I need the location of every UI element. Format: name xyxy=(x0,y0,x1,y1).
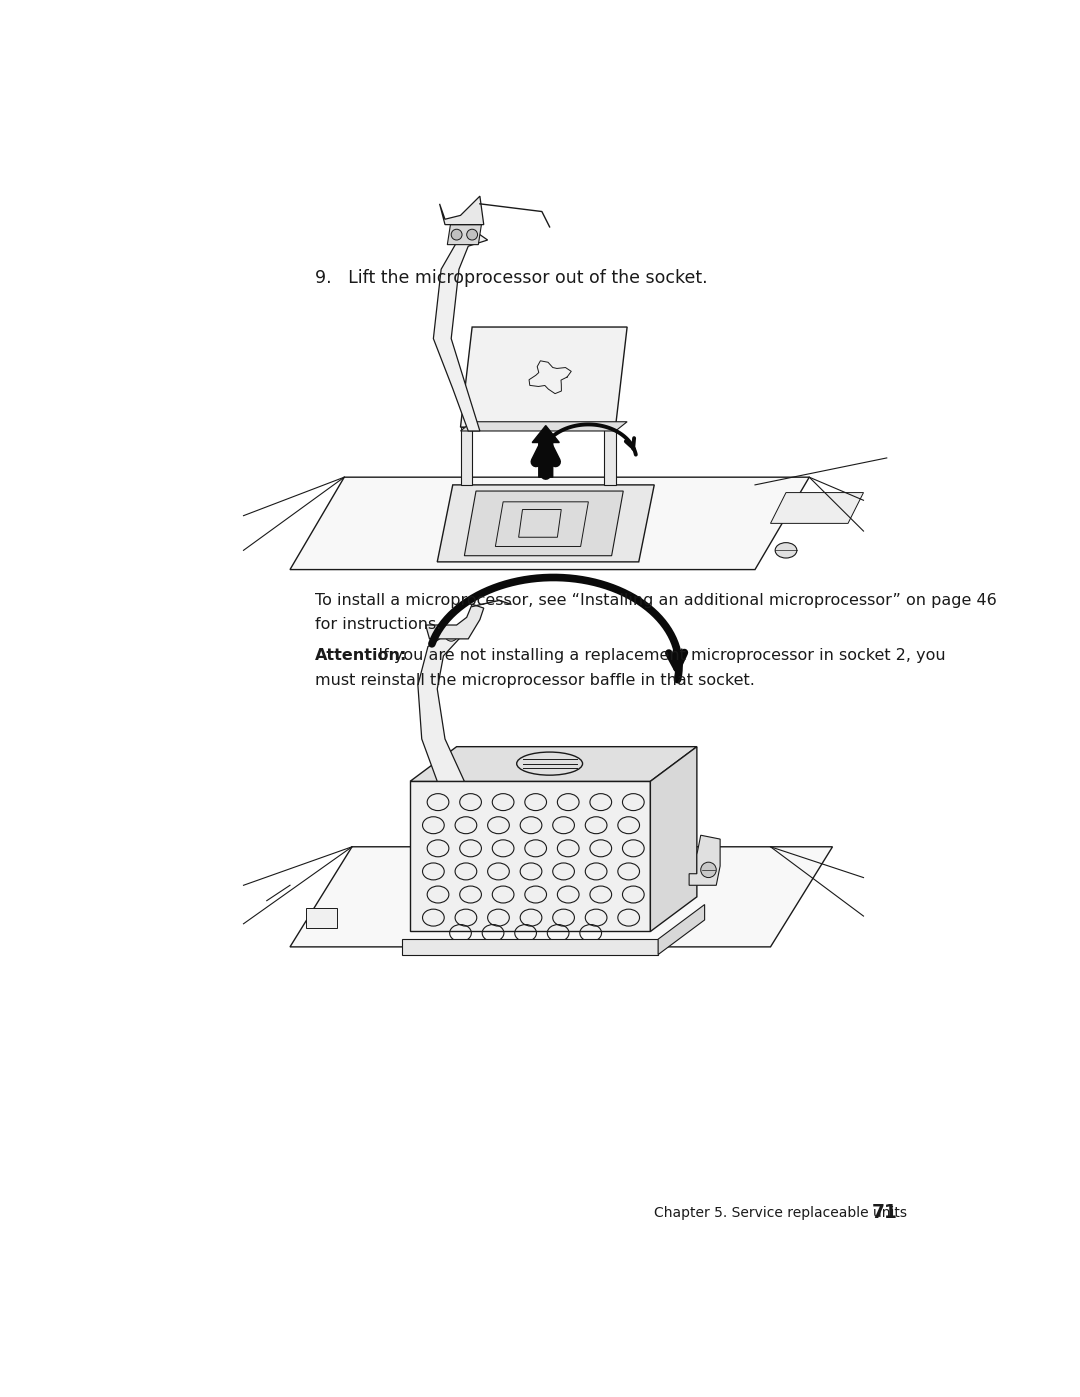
Polygon shape xyxy=(464,490,623,556)
Polygon shape xyxy=(440,196,484,225)
Circle shape xyxy=(445,629,458,641)
FancyArrow shape xyxy=(532,426,559,478)
Text: must reinstall the microprocessor baffle in that socket.: must reinstall the microprocessor baffle… xyxy=(315,673,755,689)
Text: Chapter 5. Service replaceable units: Chapter 5. Service replaceable units xyxy=(654,1206,920,1220)
Polygon shape xyxy=(460,422,627,432)
Polygon shape xyxy=(426,605,484,638)
Polygon shape xyxy=(437,485,654,562)
Polygon shape xyxy=(291,847,833,947)
Circle shape xyxy=(467,229,477,240)
Polygon shape xyxy=(658,904,704,954)
Text: Attention:: Attention: xyxy=(315,648,407,664)
Polygon shape xyxy=(650,746,697,932)
Text: 71: 71 xyxy=(872,1203,897,1222)
Polygon shape xyxy=(447,225,482,244)
Polygon shape xyxy=(433,235,488,432)
Polygon shape xyxy=(770,493,864,524)
Polygon shape xyxy=(418,633,464,781)
Polygon shape xyxy=(403,939,658,954)
Ellipse shape xyxy=(775,542,797,557)
Polygon shape xyxy=(410,746,697,781)
Text: If you are not installing a replacement microprocessor in socket 2, you: If you are not installing a replacement … xyxy=(363,648,946,664)
Circle shape xyxy=(451,229,462,240)
Polygon shape xyxy=(306,908,337,928)
Polygon shape xyxy=(460,327,627,427)
Polygon shape xyxy=(291,478,809,570)
Text: for instructions.: for instructions. xyxy=(315,617,442,633)
Circle shape xyxy=(701,862,716,877)
Text: 9.   Lift the microprocessor out of the socket.: 9. Lift the microprocessor out of the so… xyxy=(315,268,707,286)
Polygon shape xyxy=(604,427,616,485)
Polygon shape xyxy=(410,781,650,932)
Text: To install a microprocessor, see “Installing an additional microprocessor” on pa: To install a microprocessor, see “Instal… xyxy=(315,592,997,608)
Polygon shape xyxy=(460,427,472,485)
Polygon shape xyxy=(689,835,720,886)
